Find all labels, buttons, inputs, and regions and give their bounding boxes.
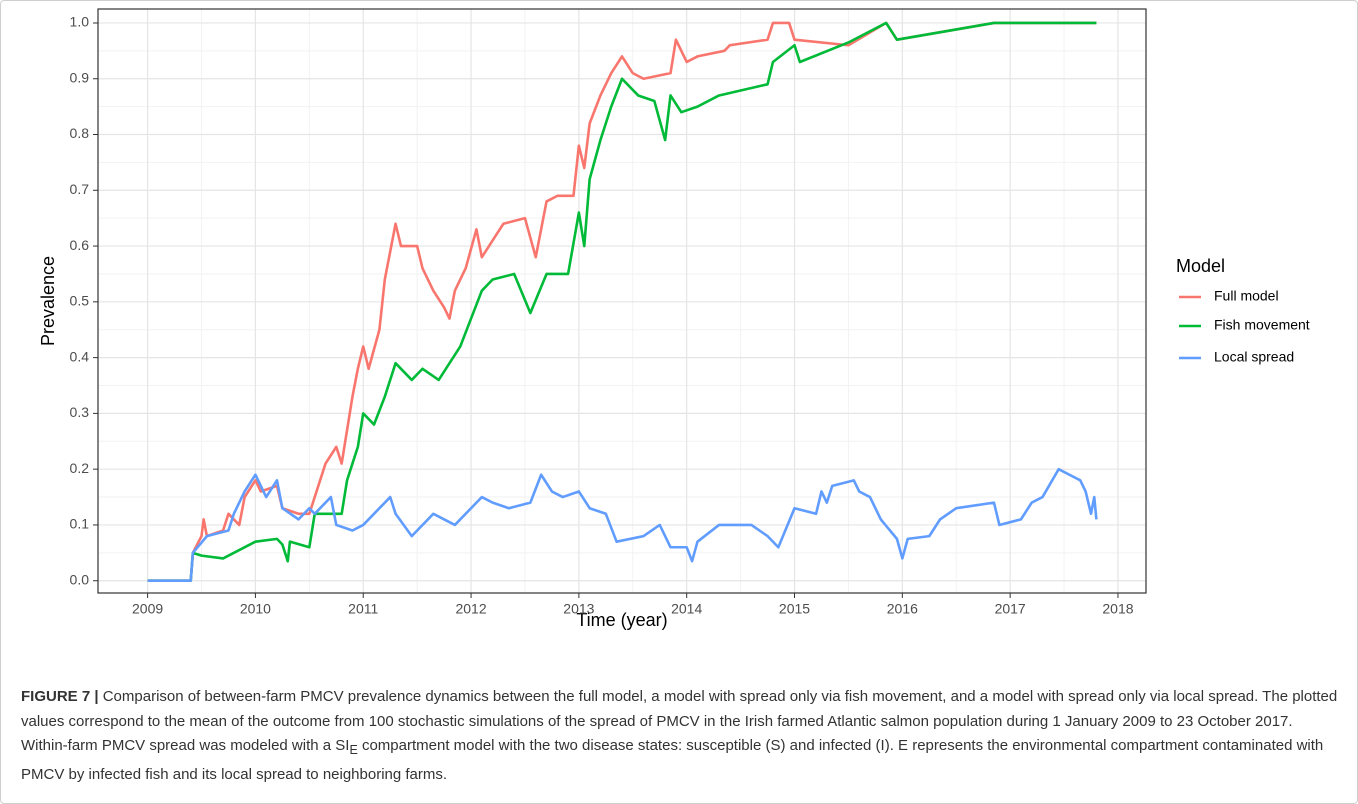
x-tick-label: 2011 xyxy=(348,601,378,617)
y-tick-label: 0.0 xyxy=(70,571,90,587)
y-tick-label: 0.6 xyxy=(70,237,90,253)
caption-text: Comparison of between-farm PMCV prevalen… xyxy=(21,688,1338,754)
line xyxy=(147,467,1098,583)
y-tick-label: 0.9 xyxy=(70,69,90,85)
y-axis-title: Prevalence xyxy=(38,256,58,346)
caption-text: compartment model with the two disease s… xyxy=(21,737,1324,783)
legend-label: Fish movement xyxy=(1214,317,1310,333)
y-tick-label: 0.4 xyxy=(70,348,90,364)
y-tick-label: 0.8 xyxy=(70,125,90,141)
y-tick-label: 0.1 xyxy=(70,516,90,532)
plot-border xyxy=(97,8,1147,594)
x-axis-title: Time (year) xyxy=(576,610,667,630)
x-tick-label: 2010 xyxy=(240,601,271,617)
caption: FIGURE 7 | Comparison of between-farm PM… xyxy=(21,685,1341,787)
x-tick-label: 2017 xyxy=(995,601,1026,617)
y-tick-label: 0.2 xyxy=(70,460,90,476)
legend-title: Model xyxy=(1176,256,1225,276)
line xyxy=(147,21,1097,583)
x-tick-label: 2013 xyxy=(563,601,594,617)
x-tick-label: 2016 xyxy=(887,601,918,617)
y-tick-label: 1.0 xyxy=(70,14,90,30)
legend-label: Full model xyxy=(1214,288,1279,304)
caption-label: FIGURE 7 | xyxy=(21,688,99,705)
x-tick-label: 2018 xyxy=(1102,601,1133,617)
y-tick-label: 0.7 xyxy=(70,181,90,197)
x-tick-label: 2014 xyxy=(671,601,702,617)
caption-subscript: E xyxy=(349,743,358,757)
y-tick-label: 0.3 xyxy=(70,404,90,420)
y-tick-label: 0.5 xyxy=(70,293,90,309)
x-tick-label: 2009 xyxy=(132,601,163,617)
legend-label: Local spread xyxy=(1214,349,1294,365)
chart: Time (year) Prevalence Model 2009 2010 201… xyxy=(38,8,1310,630)
x-tick-label: 2012 xyxy=(455,601,486,617)
x-tick-label: 2015 xyxy=(779,601,810,617)
